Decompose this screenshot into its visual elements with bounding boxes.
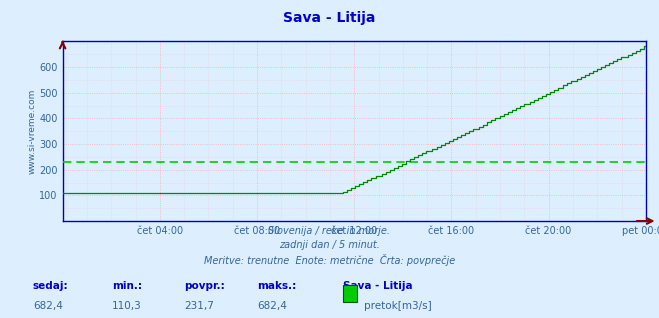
Y-axis label: www.si-vreme.com: www.si-vreme.com [28,88,36,174]
Text: 110,3: 110,3 [112,301,142,310]
Text: Meritve: trenutne  Enote: metrične  Črta: povprečje: Meritve: trenutne Enote: metrične Črta: … [204,254,455,266]
Text: pretok[m3/s]: pretok[m3/s] [364,301,432,310]
Text: maks.:: maks.: [257,281,297,291]
Text: sedaj:: sedaj: [33,281,69,291]
Text: zadnji dan / 5 minut.: zadnji dan / 5 minut. [279,240,380,250]
Text: 682,4: 682,4 [257,301,287,310]
Text: Slovenija / reke in morje.: Slovenija / reke in morje. [268,226,391,236]
Text: Sava - Litija: Sava - Litija [343,281,413,291]
Text: 231,7: 231,7 [185,301,214,310]
Text: min.:: min.: [112,281,142,291]
Text: povpr.:: povpr.: [185,281,225,291]
Text: Sava - Litija: Sava - Litija [283,11,376,25]
Text: 682,4: 682,4 [33,301,63,310]
